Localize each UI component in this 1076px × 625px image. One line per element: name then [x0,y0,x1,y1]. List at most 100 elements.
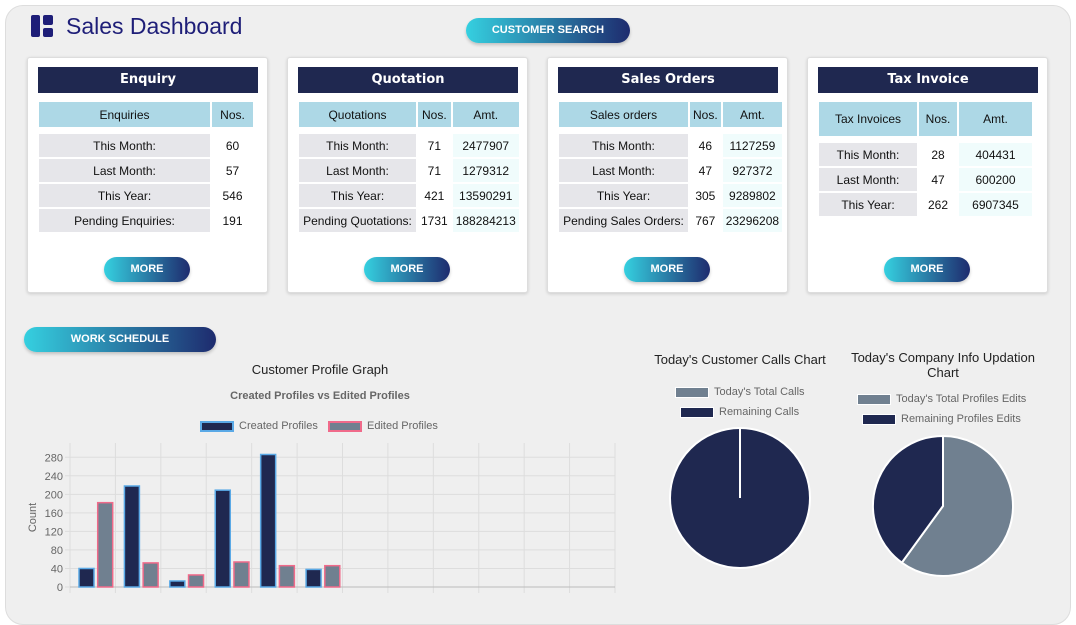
more-button[interactable]: MORE [624,257,710,282]
legend-label: Today's Total Profiles Edits [896,393,1027,405]
card-title: Enquiry [38,67,258,93]
count-value: 46 [690,134,721,159]
sales-orders-card: Sales Orders Sales orders Nos. Amt. This Mon… [547,57,788,293]
amount-value: 600200 [959,168,1032,193]
more-button[interactable]: MORE [104,257,190,282]
bar-edited [233,561,250,588]
legend-remaining-calls[interactable]: Remaining Calls [680,406,799,418]
legend-label: Today's Total Calls [714,386,805,398]
table-row: This Month: 71 2477907 [299,134,519,159]
row-label: This Month: [39,134,210,159]
table-row: This Year: 546 [39,184,253,209]
y-tick-label: 0 [57,582,63,594]
table-row: This Year: 421 13590291 [299,184,519,209]
column-header: Quotations [299,102,416,127]
count-value: 767 [690,209,721,234]
bar-chart-subtitle: Created Profiles vs Edited Profiles [230,390,410,402]
count-value: 71 [418,159,451,184]
column-header: Amt. [452,102,519,127]
legend-total-calls[interactable]: Today's Total Calls [675,386,805,398]
bar-edited [187,574,205,588]
amount-value: 927372 [722,159,783,184]
card-title: Sales Orders [558,67,778,93]
legend-edited[interactable]: Edited Profiles [328,420,438,432]
y-tick-label: 80 [51,545,63,557]
amount-value: 1127259 [722,134,783,159]
column-header: Sales orders [559,102,688,127]
row-label: Last Month: [559,159,688,184]
more-button[interactable]: MORE [364,257,450,282]
row-label: Last Month: [39,159,210,184]
y-tick-label: 200 [45,489,63,501]
y-axis-label: Count [27,503,39,532]
amount-value: 9289802 [722,184,783,209]
row-label: This Year: [559,184,688,209]
legend-total-edits[interactable]: Today's Total Profiles Edits [857,393,1026,405]
y-tick-label: 40 [51,563,63,575]
row-label: This Year: [819,193,917,218]
count-value: 47 [690,159,721,184]
count-value: 305 [690,184,721,209]
amount-value: 13590291 [452,184,519,209]
column-header: Amt. [959,102,1032,136]
count-value: 1731 [418,209,451,234]
table-row: Pending Enquiries: 191 [39,209,253,234]
amount-value: 1279312 [452,159,519,184]
count-value: 191 [212,209,253,234]
bar-created [123,485,141,588]
table-row: This Month: 60 [39,134,253,159]
bar-edited [324,564,341,588]
legend-label: Edited Profiles [367,420,438,432]
customer-search-button[interactable]: CUSTOMER SEARCH [466,18,630,43]
row-label: Last Month: [299,159,416,184]
column-header: Nos. [919,102,957,136]
pie-slice [872,434,944,565]
legend-remaining-edits[interactable]: Remaining Profiles Edits [862,413,1021,425]
count-value: 60 [212,134,253,159]
column-header: Nos. [690,102,721,127]
calls-chart-title: Today's Customer Calls Chart [654,352,826,367]
table-row: Last Month: 47 927372 [559,159,783,184]
legend-created[interactable]: Created Profiles [200,420,318,432]
column-header: Amt. [722,102,783,127]
amount-value: 2477907 [452,134,519,159]
bar-chart: 0 40 80 120 160 200 240 280 Count [27,443,616,594]
bar-created [78,567,95,588]
column-header: Nos. [212,102,253,127]
column-header: Nos. [418,102,451,127]
bar-created [259,453,277,588]
table-row: Pending Sales Orders: 767 23296208 [559,209,783,234]
legend-label: Remaining Calls [719,406,800,418]
table-row: Last Month: 71 1279312 [299,159,519,184]
table-row: This Year: 262 6907345 [819,193,1032,218]
tax-invoice-card: Tax Invoice Tax Invoices Nos. Amt. This Mont… [807,57,1048,293]
row-label: Pending Quotations: [299,209,416,234]
bar-created [169,580,186,588]
table-row: Pending Quotations: 1731 188284213 [299,209,519,234]
count-value: 546 [212,184,253,209]
count-value: 47 [919,168,957,193]
table-row: Last Month: 57 [39,159,253,184]
more-button[interactable]: MORE [884,257,970,282]
bar-created [214,489,231,588]
row-label: This Month: [559,134,688,159]
dashboard-icon [31,15,53,37]
row-label: Last Month: [819,168,917,193]
count-value: 28 [919,143,957,168]
amount-value: 23296208 [722,209,783,234]
work-schedule-button[interactable]: WORK SCHEDULE [24,327,216,352]
count-value: 57 [212,159,253,184]
bar-created [305,568,322,588]
row-label: This Month: [299,134,416,159]
y-tick-label: 240 [45,471,63,483]
bar-edited [278,564,296,588]
y-tick-label: 280 [45,452,63,464]
row-label: This Month: [819,143,917,168]
row-label: This Year: [299,184,416,209]
bar-edited [96,501,114,588]
y-tick-label: 160 [45,508,63,520]
legend-label: Created Profiles [239,420,318,432]
count-value: 71 [418,134,451,159]
tax-invoice-table: Tax Invoices Nos. Amt. This Month: 28 404431 L… [817,102,1034,218]
sales-orders-table: Sales orders Nos. Amt. This Month: 46 1127259… [557,102,784,234]
